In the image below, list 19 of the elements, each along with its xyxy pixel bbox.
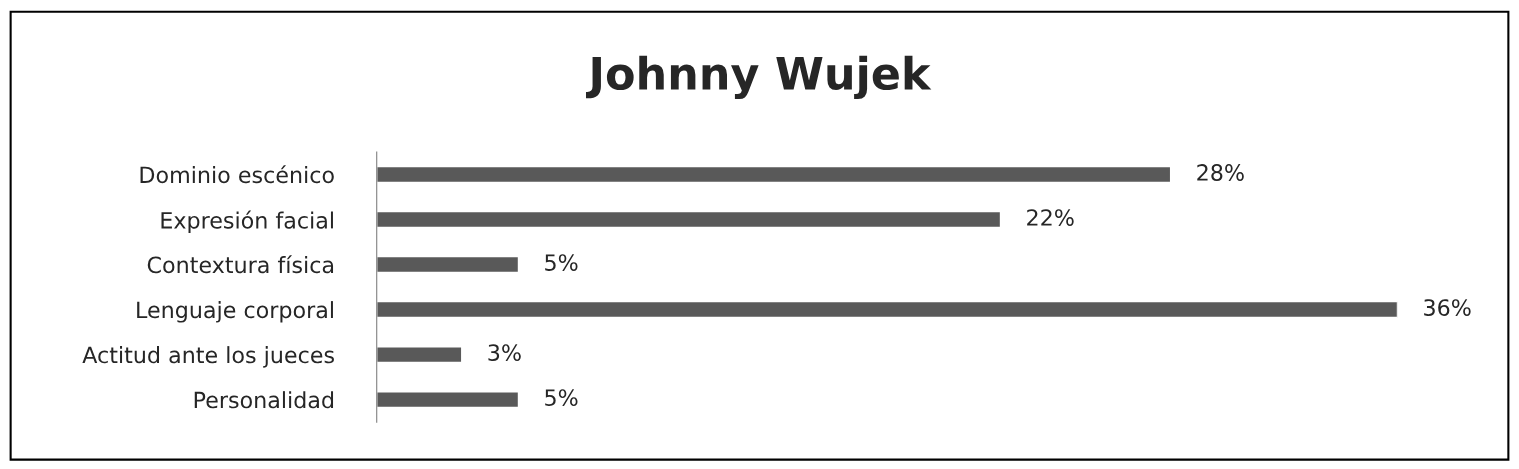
- data-label: 28%: [1197, 164, 1244, 181]
- y-tick-label: Lenguaje corporal: [137, 301, 333, 323]
- bar: [376, 300, 1398, 319]
- bar: [376, 255, 520, 274]
- data-label: 22%: [1027, 209, 1074, 226]
- data-label: 5%: [545, 389, 578, 407]
- chart-title: Johnny Wujek: [585, 55, 932, 100]
- bar: [376, 391, 520, 409]
- y-tick-label: Personalidad: [194, 391, 334, 409]
- bar: [376, 165, 1172, 184]
- y-tick-label: Actitud ante los jueces: [82, 346, 334, 368]
- data-label: 3%: [488, 344, 521, 362]
- bar: [376, 210, 1002, 229]
- data-label: 36%: [1424, 299, 1471, 316]
- bar: [376, 345, 463, 364]
- y-tick-label: Contextura física: [147, 255, 334, 274]
- data-label: 5%: [545, 254, 578, 271]
- y-tick-label: Expresión facial: [161, 210, 333, 233]
- y-tick-label: Dominio escénico: [140, 165, 334, 184]
